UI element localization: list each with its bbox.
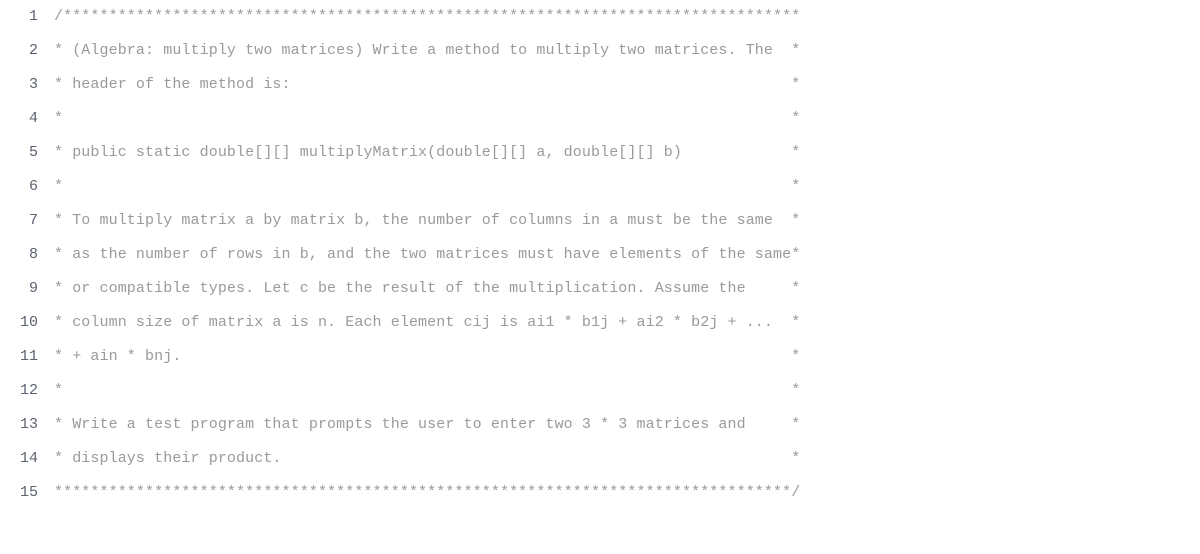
code-line[interactable]: 12* * xyxy=(0,374,1200,408)
code-content[interactable]: * To multiply matrix a by matrix b, the … xyxy=(54,204,800,238)
code-content[interactable]: * column size of matrix a is n. Each ele… xyxy=(54,306,800,340)
code-content[interactable]: * + ain * bnj. * xyxy=(54,340,800,374)
line-number: 15 xyxy=(0,476,54,510)
code-content[interactable]: ****************************************… xyxy=(54,476,800,510)
comment-text: * column size of matrix a is n. Each ele… xyxy=(54,314,800,331)
code-content[interactable]: * * xyxy=(54,170,800,204)
line-number: 9 xyxy=(0,272,54,306)
line-number: 7 xyxy=(0,204,54,238)
line-number: 6 xyxy=(0,170,54,204)
code-line[interactable]: 3* header of the method is: * xyxy=(0,68,1200,102)
code-content[interactable]: * or compatible types. Let c be the resu… xyxy=(54,272,800,306)
code-content[interactable]: * * xyxy=(54,374,800,408)
code-line[interactable]: 13* Write a test program that prompts th… xyxy=(0,408,1200,442)
code-line[interactable]: 14* displays their product. * xyxy=(0,442,1200,476)
comment-text: * (Algebra: multiply two matrices) Write… xyxy=(54,42,800,59)
code-editor[interactable]: 1/**************************************… xyxy=(0,0,1200,510)
line-number: 4 xyxy=(0,102,54,136)
code-line[interactable]: 7* To multiply matrix a by matrix b, the… xyxy=(0,204,1200,238)
line-number: 1 xyxy=(0,0,54,34)
comment-text: * header of the method is: * xyxy=(54,76,800,93)
code-content[interactable]: * displays their product. * xyxy=(54,442,800,476)
code-line[interactable]: 10* column size of matrix a is n. Each e… xyxy=(0,306,1200,340)
code-content[interactable]: * (Algebra: multiply two matrices) Write… xyxy=(54,34,800,68)
line-number: 3 xyxy=(0,68,54,102)
comment-text: * + ain * bnj. * xyxy=(54,348,800,365)
code-line[interactable]: 4* * xyxy=(0,102,1200,136)
code-content[interactable]: * Write a test program that prompts the … xyxy=(54,408,800,442)
line-number: 10 xyxy=(0,306,54,340)
line-number: 14 xyxy=(0,442,54,476)
comment-text: * * xyxy=(54,178,800,195)
code-line[interactable]: 5* public static double[][] multiplyMatr… xyxy=(0,136,1200,170)
comment-text: /***************************************… xyxy=(54,8,800,25)
line-number: 11 xyxy=(0,340,54,374)
line-number: 8 xyxy=(0,238,54,272)
code-content[interactable]: * as the number of rows in b, and the tw… xyxy=(54,238,800,272)
comment-text: * or compatible types. Let c be the resu… xyxy=(54,280,800,297)
code-line[interactable]: 8* as the number of rows in b, and the t… xyxy=(0,238,1200,272)
line-number: 13 xyxy=(0,408,54,442)
code-line[interactable]: 2* (Algebra: multiply two matrices) Writ… xyxy=(0,34,1200,68)
comment-text: ****************************************… xyxy=(54,484,800,501)
code-content[interactable]: * * xyxy=(54,102,800,136)
line-number: 5 xyxy=(0,136,54,170)
code-line[interactable]: 6* * xyxy=(0,170,1200,204)
code-line[interactable]: 1/**************************************… xyxy=(0,0,1200,34)
code-content[interactable]: * header of the method is: * xyxy=(54,68,800,102)
line-number: 2 xyxy=(0,34,54,68)
comment-text: * displays their product. * xyxy=(54,450,800,467)
code-content[interactable]: * public static double[][] multiplyMatri… xyxy=(54,136,800,170)
code-line[interactable]: 11* + ain * bnj. * xyxy=(0,340,1200,374)
line-number: 12 xyxy=(0,374,54,408)
code-content[interactable]: /***************************************… xyxy=(54,0,800,34)
code-line[interactable]: 15**************************************… xyxy=(0,476,1200,510)
comment-text: * Write a test program that prompts the … xyxy=(54,416,800,433)
comment-text: * public static double[][] multiplyMatri… xyxy=(54,144,800,161)
comment-text: * To multiply matrix a by matrix b, the … xyxy=(54,212,800,229)
comment-text: * * xyxy=(54,110,800,127)
comment-text: * * xyxy=(54,382,800,399)
comment-text: * as the number of rows in b, and the tw… xyxy=(54,246,800,263)
code-line[interactable]: 9* or compatible types. Let c be the res… xyxy=(0,272,1200,306)
